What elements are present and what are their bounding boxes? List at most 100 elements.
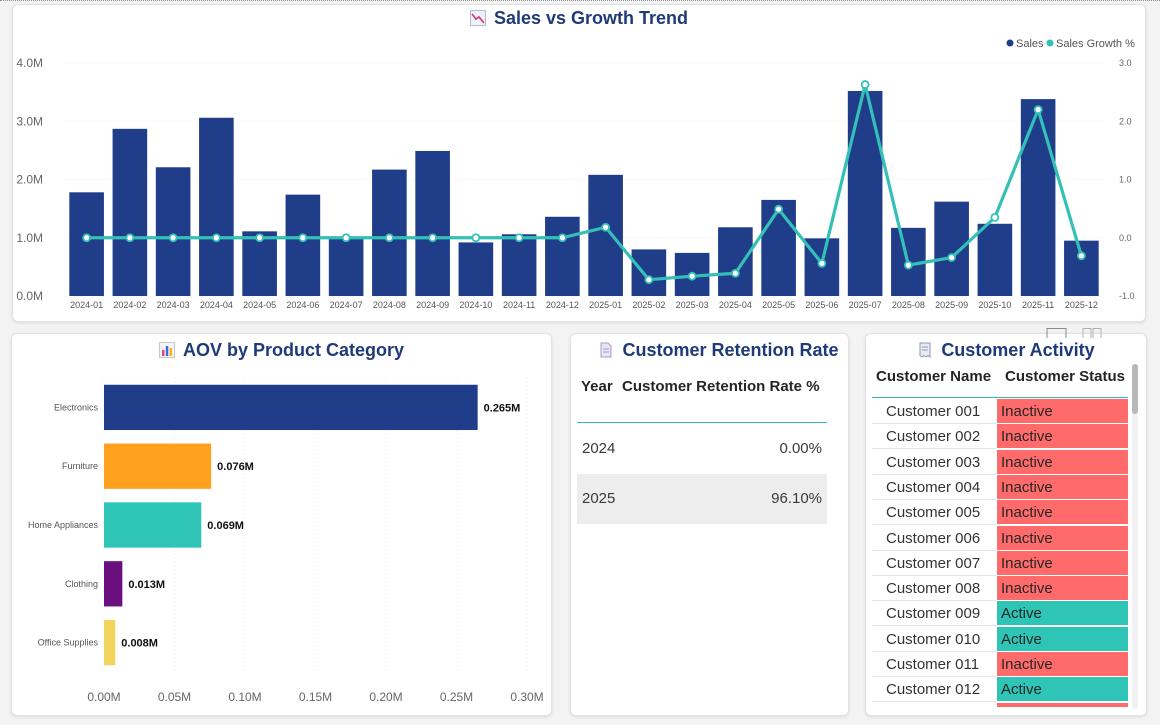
y-left-tick-label: 0.0M	[16, 289, 43, 303]
y-right-tick-label: -1.0	[1119, 291, 1135, 301]
x-tick-label: 2025-08	[892, 300, 925, 310]
x-tick-label: 2024-09	[416, 300, 449, 310]
growth-point	[774, 204, 784, 214]
growth-point	[601, 222, 611, 232]
category-label: Furniture	[62, 461, 98, 471]
category-label: Home Appliances	[28, 520, 99, 530]
customer-name-cell: Customer 008	[872, 576, 996, 602]
growth-point	[990, 212, 1000, 222]
sales-bar	[285, 194, 321, 296]
sales-bar	[501, 234, 537, 296]
customer-status-cell: Inactive	[997, 550, 1128, 576]
activity-scrollbar-thumb[interactable]	[1132, 364, 1138, 414]
x-tick-label: 2024-04	[200, 300, 233, 310]
customer-status-cell: Active	[997, 677, 1128, 703]
sales-bar	[934, 201, 969, 296]
y-left-tick-label: 1.0M	[16, 231, 43, 245]
retention-row: 2024 0.00%	[577, 424, 827, 474]
growth-point	[947, 253, 957, 262]
x-tick-label: 2024-12	[546, 300, 579, 310]
x-tick-label: 2025-01	[589, 300, 622, 310]
growth-point	[817, 258, 827, 268]
activity-row: Customer 012 Active	[872, 677, 1128, 703]
activity-card: Customer Activity Customer Name Customer…	[865, 333, 1147, 716]
activity-row: Customer 006 Inactive	[872, 525, 1128, 551]
data-label: 0.008M	[121, 638, 158, 650]
sales-bar	[199, 117, 234, 296]
sales-bar	[112, 128, 148, 296]
activity-title: Customer Activity	[941, 340, 1095, 360]
y-left-tick-label: 3.0M	[16, 114, 43, 128]
sales-bar	[69, 192, 104, 296]
customer-name-cell: Customer 006	[872, 525, 996, 551]
aov-title: AOV by Product Category	[182, 340, 405, 360]
retention-card: Customer Retention Rate Year Customer Re…	[570, 333, 849, 716]
aov-chart: 0.00M 0.05M 0.10M 0.15M 0.20M 0.25M 0.30M Elect…	[28, 378, 544, 704]
x-tick-label: 0.15M	[299, 690, 332, 704]
x-tick-label: 2025-12	[1065, 300, 1098, 310]
y-right-tick-label: 3.0	[1119, 58, 1132, 68]
more-options-icon[interactable]	[1082, 328, 1102, 339]
activity-row: Customer 009 Active	[872, 601, 1128, 627]
sales-bar	[977, 223, 1013, 296]
customer-name-cell: Customer 002	[872, 424, 996, 450]
sales-bar	[415, 150, 450, 296]
growth-point	[687, 271, 697, 281]
x-tick-label: 2024-05	[243, 300, 276, 310]
aov-bar	[104, 443, 212, 489]
customer-name-cell: Customer 004	[872, 474, 996, 500]
category-label: Clothing	[65, 579, 98, 589]
aov-bar	[104, 561, 123, 607]
y-left-tick-label: 4.0M	[16, 56, 43, 70]
x-tick-label: 2025-11	[1022, 300, 1054, 310]
document-icon	[600, 342, 612, 358]
retention-year: 2025	[582, 490, 616, 507]
sales-bar	[545, 216, 580, 296]
activity-title-wrap: Customer Activity	[866, 340, 1146, 361]
growth-point	[730, 268, 740, 278]
sales-bar	[458, 242, 494, 296]
retention-row: 2025 96.10%	[577, 474, 827, 524]
growth-point	[125, 233, 135, 243]
data-label: 0.069M	[207, 520, 244, 532]
x-tick-label: 2025-05	[762, 300, 795, 310]
top-border	[0, 0, 1160, 3]
retention-col-year: Year	[581, 378, 613, 395]
activity-header-divider	[872, 397, 1128, 398]
legend-label-sales: Sales	[1016, 38, 1044, 50]
x-tick-label: 0.20M	[369, 690, 402, 704]
data-label: 0.013M	[128, 579, 165, 591]
focus-mode-icon[interactable]	[1046, 328, 1067, 339]
x-tick-label: 2025-09	[935, 300, 968, 310]
next-row-peek	[997, 702, 1128, 707]
x-tick-label: 2024-08	[373, 300, 406, 310]
sales-bar	[328, 238, 364, 296]
customer-name-cell: Customer 003	[872, 449, 996, 475]
activity-row: Customer 007 Inactive	[872, 550, 1128, 576]
x-tick-label: 2024-01	[70, 300, 103, 310]
x-tick-label: 0.25M	[440, 690, 473, 704]
growth-point	[514, 233, 524, 243]
sales-bar	[761, 199, 796, 296]
growth-point	[1076, 251, 1086, 261]
sales-bar	[372, 169, 407, 296]
growth-point	[341, 233, 351, 243]
customer-status-cell: Inactive	[997, 424, 1128, 450]
x-tick-label: 2025-06	[805, 300, 838, 310]
customer-status-cell: Active	[997, 601, 1128, 627]
visual-header-icons	[1046, 328, 1102, 339]
sales-bar	[847, 90, 883, 297]
data-label: 0.076M	[217, 461, 254, 473]
y-right-tick-label: 0.0	[1119, 233, 1132, 243]
customer-status-cell: Inactive	[997, 399, 1128, 424]
sales-growth-chart: 0.0M 1.0M 2.0M 3.0M 4.0M -1.0 0.0 1.0 2.0 3.0 2024…	[16, 38, 1135, 310]
activity-col-name: Customer Name	[876, 368, 992, 385]
activity-row: Customer 011 Inactive	[872, 652, 1128, 677]
customer-name-cell: Customer 011	[872, 652, 996, 677]
growth-point	[384, 233, 394, 243]
activity-scrollbar-track[interactable]	[1132, 364, 1138, 709]
growth-point	[211, 233, 221, 243]
activity-row: Customer 010 Active	[872, 626, 1128, 652]
customer-name-cell: Customer 010	[872, 626, 996, 652]
activity-row: Customer 008 Inactive	[872, 576, 1128, 602]
